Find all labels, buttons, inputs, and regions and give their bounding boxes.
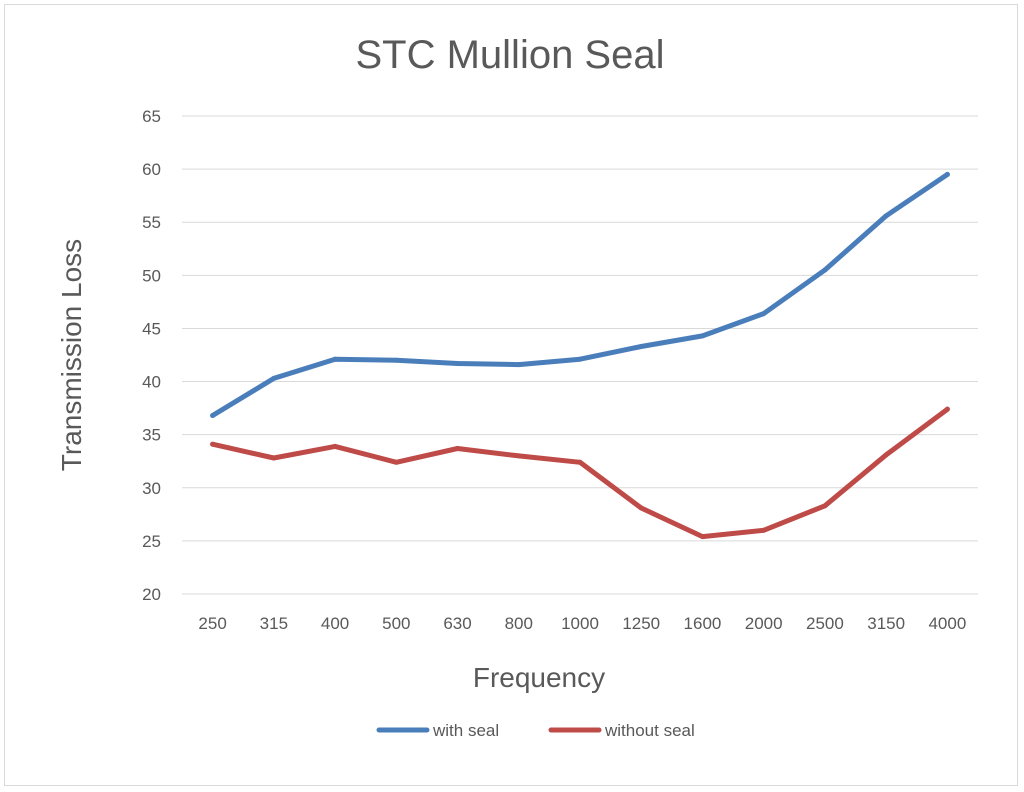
y-tick-label: 25 [142,532,161,551]
data-point [516,453,522,459]
x-tick-label: 2500 [806,614,844,633]
y-axis-ticks: 20 25 30 35 40 45 50 55 60 65 [142,107,161,604]
y-tick-label: 40 [142,373,161,392]
chart-frame [4,4,1018,786]
series-lines [210,171,950,540]
x-axis-title: Frequency [473,662,605,693]
legend-label: with seal [432,721,499,740]
data-point [638,505,644,511]
data-point [393,459,399,465]
data-point [393,357,399,363]
y-tick-label: 60 [142,160,161,179]
data-point [883,213,889,219]
y-tick-label: 30 [142,479,161,498]
data-point [332,443,338,449]
y-tick-label: 50 [142,266,161,285]
data-point [210,441,216,447]
x-axis-ticks: 250 315 400 500 630 800 1000 1250 1600 2000 2500 31… [198,614,966,633]
data-point [883,452,889,458]
series-line-with-seal [210,171,950,418]
x-tick-label: 630 [443,614,471,633]
data-point [761,527,767,533]
y-axis-title: Transmission Loss [56,239,87,471]
data-point [455,445,461,451]
data-point [271,455,277,461]
y-tick-label: 20 [142,585,161,604]
data-point [271,375,277,381]
chart-title: STC Mullion Seal [355,33,664,77]
data-point [210,413,216,419]
legend: with seal without seal [376,721,695,740]
gridlines [182,115,978,595]
legend-label: without seal [604,721,695,740]
data-point [332,356,338,362]
x-tick-label: 1600 [684,614,722,633]
legend-item: with seal [376,721,499,740]
x-tick-label: 1250 [622,614,660,633]
data-point [516,362,522,368]
data-point [944,171,950,177]
y-tick-label: 35 [142,426,161,445]
y-tick-label: 65 [142,107,161,126]
x-tick-label: 250 [198,614,226,633]
data-point [577,459,583,465]
data-point [822,267,828,273]
data-point [577,356,583,362]
data-point [699,333,705,339]
y-tick-label: 55 [142,213,161,232]
x-tick-label: 400 [321,614,349,633]
x-tick-label: 800 [505,614,533,633]
data-point [699,534,705,540]
x-tick-label: 4000 [928,614,966,633]
x-tick-label: 3150 [867,614,905,633]
x-tick-label: 1000 [561,614,599,633]
y-tick-label: 45 [142,319,161,338]
series-line-without-seal [210,406,950,540]
x-tick-label: 500 [382,614,410,633]
data-point [822,503,828,509]
data-point [638,344,644,350]
legend-item: without seal [548,721,695,740]
x-tick-label: 315 [260,614,288,633]
data-point [455,360,461,366]
data-point [761,311,767,317]
data-point [944,406,950,412]
x-tick-label: 2000 [745,614,783,633]
